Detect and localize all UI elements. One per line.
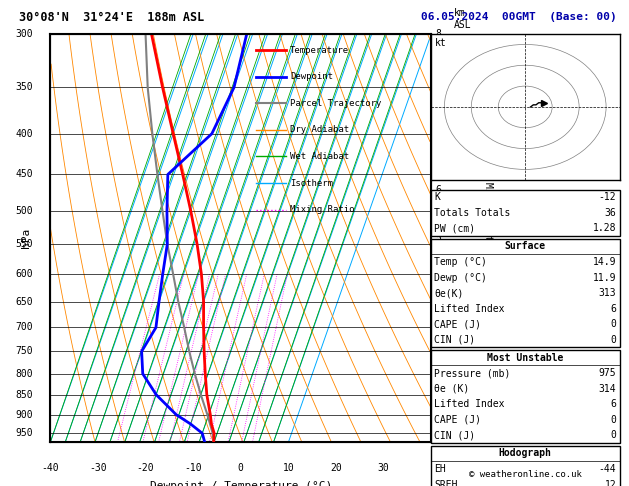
Text: hPa: hPa	[21, 228, 31, 248]
Text: 36: 36	[604, 208, 616, 218]
Text: θe (K): θe (K)	[434, 384, 469, 394]
Text: 2: 2	[435, 369, 441, 379]
Text: Lifted Index: Lifted Index	[434, 399, 504, 409]
Text: -30: -30	[89, 463, 107, 473]
Text: 1: 1	[435, 398, 441, 408]
Text: 850: 850	[16, 390, 33, 400]
Text: Hodograph: Hodograph	[499, 449, 552, 458]
Text: Lifted Index: Lifted Index	[434, 304, 504, 313]
Text: -12: -12	[599, 192, 616, 202]
Text: 800: 800	[16, 369, 33, 379]
Text: θe(K): θe(K)	[434, 288, 464, 298]
Text: 30: 30	[378, 463, 389, 473]
Text: 313: 313	[599, 288, 616, 298]
Text: kt: kt	[435, 38, 447, 49]
Text: Mixing Ratio (g/kg): Mixing Ratio (g/kg)	[483, 182, 493, 294]
Text: 12: 12	[604, 480, 616, 486]
Text: Mixing Ratio: Mixing Ratio	[291, 205, 355, 214]
Text: SREH: SREH	[434, 480, 457, 486]
Text: 14.9: 14.9	[593, 257, 616, 267]
Text: Wet Adiabat: Wet Adiabat	[291, 152, 350, 161]
Text: 7: 7	[435, 102, 441, 112]
Text: Pressure (mb): Pressure (mb)	[434, 368, 510, 378]
Text: 6: 6	[611, 399, 616, 409]
Text: 5: 5	[435, 233, 441, 243]
Text: © weatheronline.co.uk: © weatheronline.co.uk	[469, 469, 582, 479]
Text: 0: 0	[611, 415, 616, 425]
Text: 8: 8	[435, 29, 441, 39]
Text: Dewp (°C): Dewp (°C)	[434, 273, 487, 282]
Text: Surface: Surface	[504, 242, 546, 251]
Text: 0: 0	[238, 463, 243, 473]
Text: K: K	[434, 192, 440, 202]
Text: PW (cm): PW (cm)	[434, 224, 475, 233]
Text: CIN (J): CIN (J)	[434, 431, 475, 440]
Text: 6: 6	[435, 185, 441, 194]
Text: 600: 600	[16, 269, 33, 279]
Text: 650: 650	[16, 297, 33, 307]
Text: Most Unstable: Most Unstable	[487, 353, 564, 363]
Text: 0: 0	[611, 431, 616, 440]
Text: km
ASL: km ASL	[454, 8, 472, 30]
Text: 550: 550	[16, 239, 33, 249]
Text: Dry Adiabat: Dry Adiabat	[291, 125, 350, 135]
Text: Dewpoint: Dewpoint	[291, 72, 333, 81]
Text: CIN (J): CIN (J)	[434, 335, 475, 345]
Text: 20: 20	[330, 463, 342, 473]
Text: 11.9: 11.9	[593, 273, 616, 282]
Text: -10: -10	[184, 463, 202, 473]
Text: 350: 350	[16, 83, 33, 92]
Text: 10: 10	[282, 463, 294, 473]
Text: CAPE (J): CAPE (J)	[434, 319, 481, 329]
Text: -44: -44	[599, 464, 616, 474]
Text: Dewpoint / Temperature (°C): Dewpoint / Temperature (°C)	[150, 481, 332, 486]
Text: LCL: LCL	[435, 432, 453, 442]
Text: 0: 0	[611, 319, 616, 329]
Text: 950: 950	[16, 428, 33, 438]
Text: Temperature: Temperature	[291, 46, 350, 55]
Text: 314: 314	[599, 384, 616, 394]
Text: Temp (°C): Temp (°C)	[434, 257, 487, 267]
Text: 3: 3	[435, 323, 441, 332]
Text: 6: 6	[611, 304, 616, 313]
Text: 400: 400	[16, 129, 33, 139]
Text: Parcel Trajectory: Parcel Trajectory	[291, 99, 382, 108]
Text: 30°08'N  31°24'E  188m ASL: 30°08'N 31°24'E 188m ASL	[19, 11, 204, 23]
Text: 975: 975	[599, 368, 616, 378]
Text: 700: 700	[16, 323, 33, 332]
Text: 500: 500	[16, 206, 33, 216]
Text: 0: 0	[611, 335, 616, 345]
Text: 450: 450	[16, 170, 33, 179]
Text: 1.28: 1.28	[593, 224, 616, 233]
Text: CAPE (J): CAPE (J)	[434, 415, 481, 425]
Text: Totals Totals: Totals Totals	[434, 208, 510, 218]
Text: -40: -40	[42, 463, 59, 473]
Text: 06.05.2024  00GMT  (Base: 00): 06.05.2024 00GMT (Base: 00)	[421, 12, 617, 22]
Text: Isotherm: Isotherm	[291, 178, 333, 188]
Text: EH: EH	[434, 464, 446, 474]
Text: 4: 4	[435, 263, 441, 273]
Text: 900: 900	[16, 410, 33, 419]
Text: -20: -20	[136, 463, 154, 473]
Text: 300: 300	[16, 29, 33, 39]
Text: 750: 750	[16, 347, 33, 356]
